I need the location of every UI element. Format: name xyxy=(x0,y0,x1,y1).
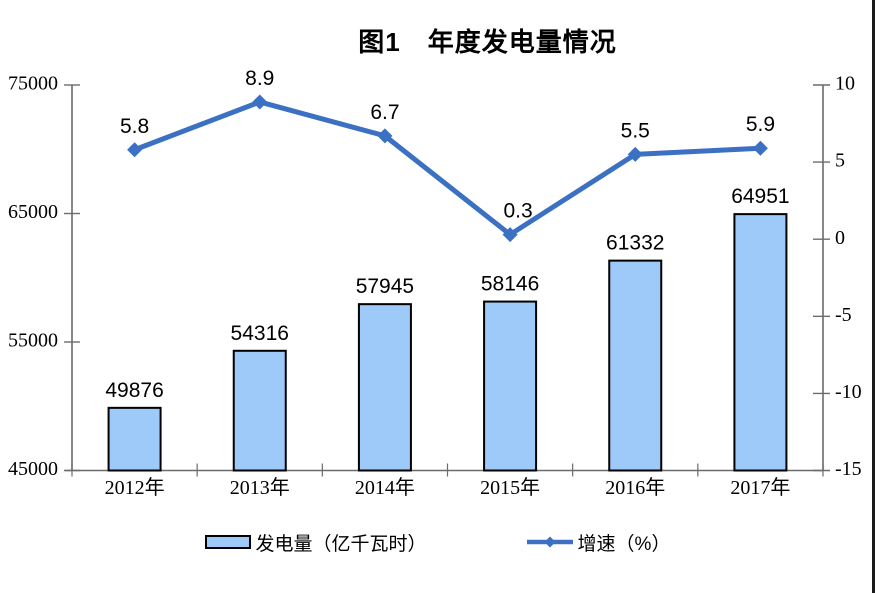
left-axis-tick-label: 55000 xyxy=(8,330,58,352)
line-data-label: 5.5 xyxy=(621,119,650,142)
x-axis-category-label: 2013年 xyxy=(230,476,290,499)
line-marker-diamond xyxy=(627,146,643,162)
page-right-border xyxy=(872,0,875,593)
bar-2013年 xyxy=(232,349,287,472)
bar-data-label: 57945 xyxy=(356,275,414,298)
bar-data-label: 49876 xyxy=(105,379,163,402)
right-axis-tick-label: -5 xyxy=(835,304,852,326)
bar-data-label: 54316 xyxy=(231,322,289,345)
left-axis-tick-label: 75000 xyxy=(8,73,58,95)
legend-label-generation: 发电量（亿千瓦时） xyxy=(255,533,427,555)
bar-data-label: 61332 xyxy=(606,232,664,255)
legend-label-growth: 增速（%） xyxy=(577,533,671,555)
line-marker-diamond xyxy=(502,227,518,243)
bar-data-label: 64951 xyxy=(731,185,789,208)
line-data-label: 0.3 xyxy=(503,200,532,223)
x-axis-category-label: 2012年 xyxy=(105,476,165,499)
x-axis-category-label: 2015年 xyxy=(480,476,540,499)
right-axis-tick-label: 5 xyxy=(835,150,845,172)
left-axis-tick-label: 45000 xyxy=(8,458,58,480)
line-data-label: 5.9 xyxy=(746,113,775,136)
x-axis-category-label: 2016年 xyxy=(605,476,665,499)
right-axis-tick-label: 0 xyxy=(835,227,845,249)
line-marker-diamond xyxy=(252,94,268,110)
line-swatch-part xyxy=(544,536,556,548)
right-axis-tick-label: -15 xyxy=(835,458,862,480)
bar-2012年 xyxy=(107,406,162,472)
bar-2014年 xyxy=(357,303,412,472)
bar-2015年 xyxy=(483,300,538,472)
line-data-label: 5.8 xyxy=(120,115,149,138)
bar-2016年 xyxy=(608,259,663,472)
combo-chart: 45000 55000 65000 75000 -15 -10 -5 0 5 10 2012年 201… xyxy=(8,67,862,499)
growth-line xyxy=(133,99,761,238)
legend: 发电量（亿千瓦时） 增速（%） xyxy=(0,529,875,556)
line-data-label: 8.9 xyxy=(245,67,274,90)
bar-2017年 xyxy=(733,213,788,472)
line-series-swatch xyxy=(526,536,573,548)
chart-title: 图1 年度发电量情况 xyxy=(358,27,617,57)
line-marker-diamond xyxy=(752,140,768,156)
x-axis-category-label: 2014年 xyxy=(355,476,415,499)
right-axis-tick-label: -10 xyxy=(835,381,862,403)
x-axis-category-label: 2017年 xyxy=(730,476,790,499)
bar-series-swatch xyxy=(204,535,251,549)
legend-item-generation: 发电量（亿千瓦时） xyxy=(204,529,427,556)
right-axis-tick-label: 10 xyxy=(835,73,855,95)
bar-data-label: 58146 xyxy=(481,273,539,296)
legend-item-growth: 增速（%） xyxy=(526,529,671,556)
left-axis-tick-label: 65000 xyxy=(8,201,58,223)
line-marker-diamond xyxy=(127,142,143,158)
line-data-label: 6.7 xyxy=(370,101,399,124)
line-marker-diamond xyxy=(377,128,393,144)
